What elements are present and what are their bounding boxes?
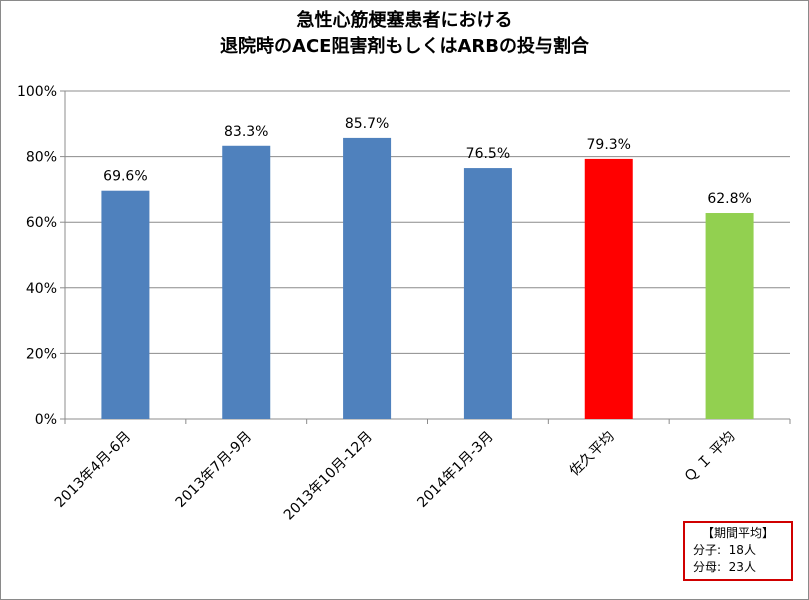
x-category-label: 2013年10月-12月 bbox=[281, 429, 376, 524]
numerator-text: 分子: 18人 bbox=[693, 543, 756, 557]
denominator-text: 分母: 23人 bbox=[693, 560, 756, 574]
x-category-label: 2014年1月-3月 bbox=[414, 429, 496, 511]
bar-value-label: 76.5% bbox=[466, 146, 510, 162]
bar bbox=[584, 158, 633, 419]
bar-value-label: 79.3% bbox=[587, 137, 631, 153]
bar-value-label: 85.7% bbox=[345, 116, 389, 132]
y-tick-label: 60% bbox=[26, 215, 57, 231]
bar bbox=[222, 145, 271, 419]
bar bbox=[463, 168, 512, 419]
bar-value-label: 83.3% bbox=[224, 124, 268, 140]
bar bbox=[101, 190, 150, 419]
bar-value-label: 62.8% bbox=[707, 191, 751, 207]
y-tick-label: 80% bbox=[26, 150, 57, 166]
y-tick-label: 20% bbox=[26, 346, 57, 362]
y-tick-label: 40% bbox=[26, 281, 57, 297]
bar-value-label: 69.6% bbox=[103, 169, 147, 185]
x-category-label: 佐久平均 bbox=[567, 429, 618, 480]
y-tick-label: 0% bbox=[35, 412, 57, 428]
x-category-label: 2013年7月-9月 bbox=[173, 429, 255, 511]
chart-title-line-1: 急性心筋梗塞患者における bbox=[296, 10, 513, 31]
x-category-label: Ｑ Ｉ 平均 bbox=[681, 429, 738, 486]
bar bbox=[705, 213, 754, 419]
bar bbox=[343, 137, 392, 420]
x-category-label: 2013年4月-6月 bbox=[52, 429, 134, 511]
period-average-box: 【期間平均】 分子: 18人 分母: 23人 bbox=[683, 521, 793, 581]
y-tick-label: 100% bbox=[17, 84, 57, 100]
chart-title-line-2: 退院時のACE阻害剤もしくはARBの投与割合 bbox=[220, 36, 589, 57]
chart-title: 急性心筋梗塞患者における 退院時のACE阻害剤もしくはARBの投与割合 bbox=[0, 8, 809, 60]
period-average-heading: 【期間平均】 bbox=[701, 526, 774, 540]
